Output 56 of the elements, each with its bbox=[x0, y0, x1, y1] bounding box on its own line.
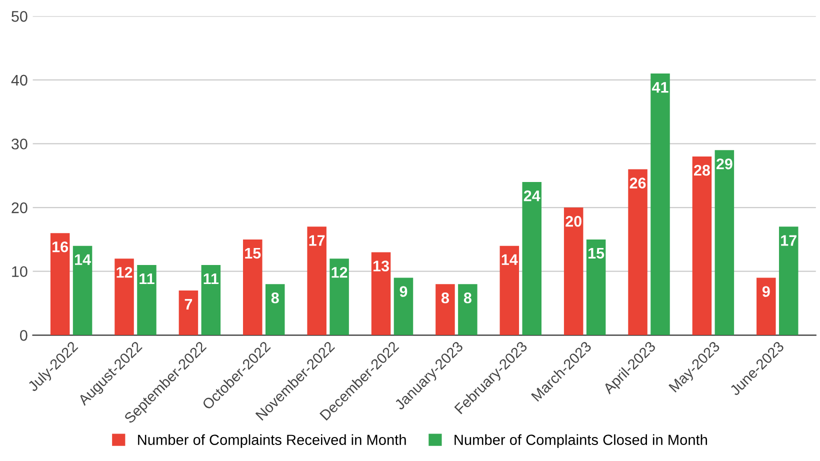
data-label: 15 bbox=[588, 248, 604, 259]
bar bbox=[714, 150, 734, 336]
bar bbox=[371, 252, 391, 336]
data-label: 28 bbox=[694, 164, 710, 176]
bar bbox=[650, 74, 670, 336]
data-label: 17 bbox=[309, 235, 325, 246]
data-label: 20 bbox=[566, 216, 582, 227]
legend-label: Number of Complaints Closed in Month bbox=[454, 434, 707, 448]
data-label: 8 bbox=[441, 292, 449, 304]
y-tick-label: 20 bbox=[12, 202, 28, 214]
bar bbox=[778, 226, 798, 336]
data-label: 12 bbox=[116, 266, 132, 278]
data-label: 9 bbox=[400, 286, 408, 297]
data-label: 11 bbox=[140, 274, 154, 284]
data-label: 8 bbox=[271, 292, 279, 304]
bar bbox=[201, 264, 221, 336]
data-label: 11 bbox=[204, 274, 219, 284]
data-label: 12 bbox=[332, 266, 348, 278]
bar bbox=[458, 284, 478, 336]
data-label: 41 bbox=[652, 82, 668, 93]
bar bbox=[522, 182, 542, 336]
y-tick-label: 10 bbox=[12, 266, 28, 278]
y-tick-label: 40 bbox=[11, 74, 28, 86]
data-label: 13 bbox=[373, 260, 389, 272]
data-label: 9 bbox=[762, 286, 770, 297]
bar bbox=[436, 284, 455, 336]
bar bbox=[756, 278, 776, 336]
bar bbox=[137, 264, 156, 336]
bar bbox=[265, 284, 285, 336]
data-label: 7 bbox=[184, 299, 192, 310]
bar bbox=[330, 258, 349, 336]
bar bbox=[114, 258, 134, 336]
data-label: 17 bbox=[781, 235, 796, 246]
data-label: 24 bbox=[524, 190, 540, 202]
data-label: 14 bbox=[75, 254, 91, 265]
bar bbox=[500, 246, 520, 336]
y-tick-label: 0 bbox=[20, 330, 28, 341]
data-label: 29 bbox=[716, 158, 732, 170]
y-tick-label: 30 bbox=[12, 138, 28, 150]
bar bbox=[394, 278, 414, 336]
bar bbox=[564, 208, 584, 336]
data-label: 8 bbox=[464, 292, 472, 304]
data-label: 26 bbox=[630, 178, 646, 188]
y-tick-label: 50 bbox=[12, 11, 28, 22]
bar bbox=[692, 156, 712, 336]
bar bbox=[50, 233, 70, 336]
data-label: 14 bbox=[502, 254, 518, 265]
legend-label: Number of Complaints Received in Month bbox=[138, 434, 406, 448]
bar bbox=[72, 246, 92, 336]
bar bbox=[243, 239, 262, 336]
bar bbox=[307, 226, 326, 336]
data-label: 16 bbox=[52, 241, 68, 252]
data-label: 15 bbox=[245, 248, 261, 259]
bar bbox=[586, 239, 606, 336]
bar bbox=[628, 169, 648, 336]
bar bbox=[178, 290, 198, 336]
